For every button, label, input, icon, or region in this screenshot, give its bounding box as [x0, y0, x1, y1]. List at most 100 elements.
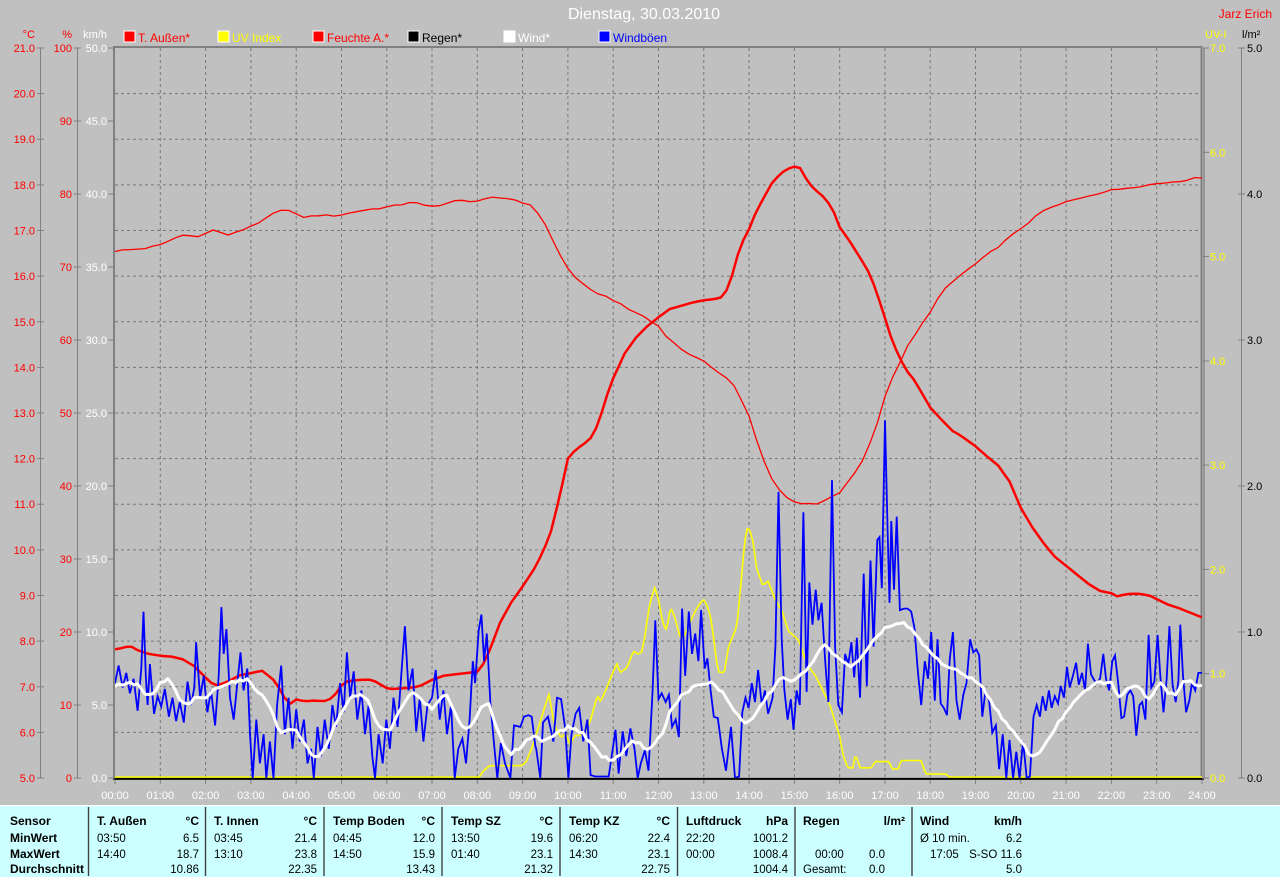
svg-text:40.0: 40.0	[86, 189, 107, 201]
svg-text:14.0: 14.0	[14, 362, 35, 374]
svg-text:MinWert: MinWert	[10, 831, 57, 845]
svg-text:35.0: 35.0	[86, 262, 107, 274]
svg-text:7.0: 7.0	[20, 682, 35, 694]
svg-text:0.0: 0.0	[92, 773, 107, 785]
svg-text:18:00: 18:00	[916, 790, 944, 802]
svg-text:0.0: 0.0	[869, 864, 885, 876]
svg-text:Dienstag, 30.03.2010: Dienstag, 30.03.2010	[568, 6, 720, 23]
svg-text:°C: °C	[186, 814, 200, 828]
svg-text:22.4: 22.4	[648, 833, 671, 845]
svg-text:Wind: Wind	[920, 814, 949, 828]
svg-text:18.0: 18.0	[14, 180, 35, 192]
svg-text:03:00: 03:00	[237, 790, 265, 802]
svg-text:90: 90	[60, 116, 72, 128]
svg-text:10: 10	[60, 700, 72, 712]
svg-text:Temp Boden: Temp Boden	[333, 814, 405, 828]
svg-text:70: 70	[60, 262, 72, 274]
svg-text:15:00: 15:00	[781, 790, 809, 802]
svg-text:03:50: 03:50	[97, 833, 126, 845]
svg-text:km/h: km/h	[83, 29, 107, 41]
svg-text:hPa: hPa	[766, 814, 788, 828]
svg-text:Temp SZ: Temp SZ	[451, 814, 501, 828]
svg-text:22.35: 22.35	[288, 864, 317, 876]
svg-text:04:00: 04:00	[282, 790, 310, 802]
svg-text:06:20: 06:20	[569, 833, 598, 845]
svg-text:l/m²: l/m²	[884, 814, 905, 828]
svg-text:06:00: 06:00	[373, 790, 401, 802]
svg-text:9.0: 9.0	[20, 591, 35, 603]
svg-text:20: 20	[60, 627, 72, 639]
svg-text:12.0: 12.0	[413, 833, 435, 845]
svg-text:2.0: 2.0	[1210, 564, 1225, 576]
svg-text:1001.2: 1001.2	[753, 833, 788, 845]
svg-text:10:00: 10:00	[554, 790, 582, 802]
svg-text:6.0: 6.0	[20, 727, 35, 739]
svg-text:21.32: 21.32	[524, 864, 553, 876]
svg-text:Luftdruck: Luftdruck	[686, 814, 742, 828]
svg-text:10.86: 10.86	[170, 864, 199, 876]
svg-text:22:20: 22:20	[686, 833, 715, 845]
svg-text:23.8: 23.8	[295, 849, 317, 861]
svg-text:3.0: 3.0	[1210, 460, 1225, 472]
svg-text:0: 0	[66, 773, 72, 785]
svg-text:Jarz Erich: Jarz Erich	[1219, 7, 1272, 21]
svg-text:17.0: 17.0	[14, 226, 35, 238]
svg-text:UV-I: UV-I	[1205, 29, 1226, 41]
svg-text:l/m²: l/m²	[1242, 29, 1261, 41]
svg-text:30: 30	[60, 554, 72, 566]
svg-text:21.4: 21.4	[295, 833, 318, 845]
svg-text:00:00: 00:00	[101, 790, 129, 802]
svg-text:1008.4: 1008.4	[753, 849, 789, 861]
svg-text:13.43: 13.43	[406, 864, 435, 876]
svg-text:6.5: 6.5	[183, 833, 199, 845]
svg-text:18.7: 18.7	[177, 849, 199, 861]
svg-text:km/h: km/h	[994, 814, 1022, 828]
svg-text:1004.4: 1004.4	[753, 864, 789, 876]
svg-text:12.0: 12.0	[14, 454, 35, 466]
svg-text:MaxWert: MaxWert	[10, 847, 60, 861]
svg-text:°C: °C	[657, 814, 671, 828]
svg-text:20.0: 20.0	[86, 481, 107, 493]
svg-text:03:45: 03:45	[214, 833, 243, 845]
svg-text:11:00: 11:00	[600, 790, 627, 802]
svg-text:T. Außen*: T. Außen*	[138, 31, 190, 45]
svg-text:S-SO 11.6: S-SO 11.6	[969, 849, 1022, 861]
svg-text:50: 50	[60, 408, 72, 420]
svg-text:20:00: 20:00	[1007, 790, 1035, 802]
svg-text:11.0: 11.0	[14, 499, 35, 511]
svg-text:21.0: 21.0	[14, 43, 35, 55]
svg-text:24:00: 24:00	[1188, 790, 1216, 802]
svg-text:2.0: 2.0	[1247, 481, 1262, 493]
svg-text:UV Index: UV Index	[232, 31, 281, 45]
svg-text:60: 60	[60, 335, 72, 347]
svg-text:4.0: 4.0	[1210, 356, 1225, 368]
svg-text:09:00: 09:00	[509, 790, 537, 802]
svg-text:0.0: 0.0	[1247, 773, 1262, 785]
svg-text:04:45: 04:45	[333, 833, 362, 845]
svg-text:100: 100	[54, 43, 72, 55]
svg-text:1.0: 1.0	[1210, 669, 1225, 681]
svg-text:5.0: 5.0	[92, 700, 107, 712]
svg-text:0.0: 0.0	[869, 849, 885, 861]
svg-text:1.0: 1.0	[1247, 627, 1262, 639]
svg-text:14:00: 14:00	[735, 790, 763, 802]
svg-text:Regen: Regen	[803, 814, 840, 828]
svg-text:13:10: 13:10	[214, 849, 243, 861]
svg-text:T. Innen: T. Innen	[214, 814, 259, 828]
svg-text:Regen*: Regen*	[422, 31, 462, 45]
svg-text:30.0: 30.0	[86, 335, 107, 347]
svg-text:21:00: 21:00	[1052, 790, 1080, 802]
svg-text:6.0: 6.0	[1210, 147, 1225, 159]
svg-text:05:00: 05:00	[328, 790, 356, 802]
svg-text:Windböen: Windböen	[613, 31, 667, 45]
svg-text:08:00: 08:00	[464, 790, 492, 802]
svg-text:Durchschnitt: Durchschnitt	[10, 862, 84, 876]
svg-text:4.0: 4.0	[1247, 189, 1262, 201]
svg-text:14:40: 14:40	[97, 849, 126, 861]
svg-text:07:00: 07:00	[418, 790, 446, 802]
svg-text:14:50: 14:50	[333, 849, 362, 861]
svg-text:15.0: 15.0	[14, 317, 35, 329]
svg-text:20.0: 20.0	[14, 89, 35, 101]
svg-text:5.0: 5.0	[20, 773, 35, 785]
svg-text:23.1: 23.1	[648, 849, 670, 861]
